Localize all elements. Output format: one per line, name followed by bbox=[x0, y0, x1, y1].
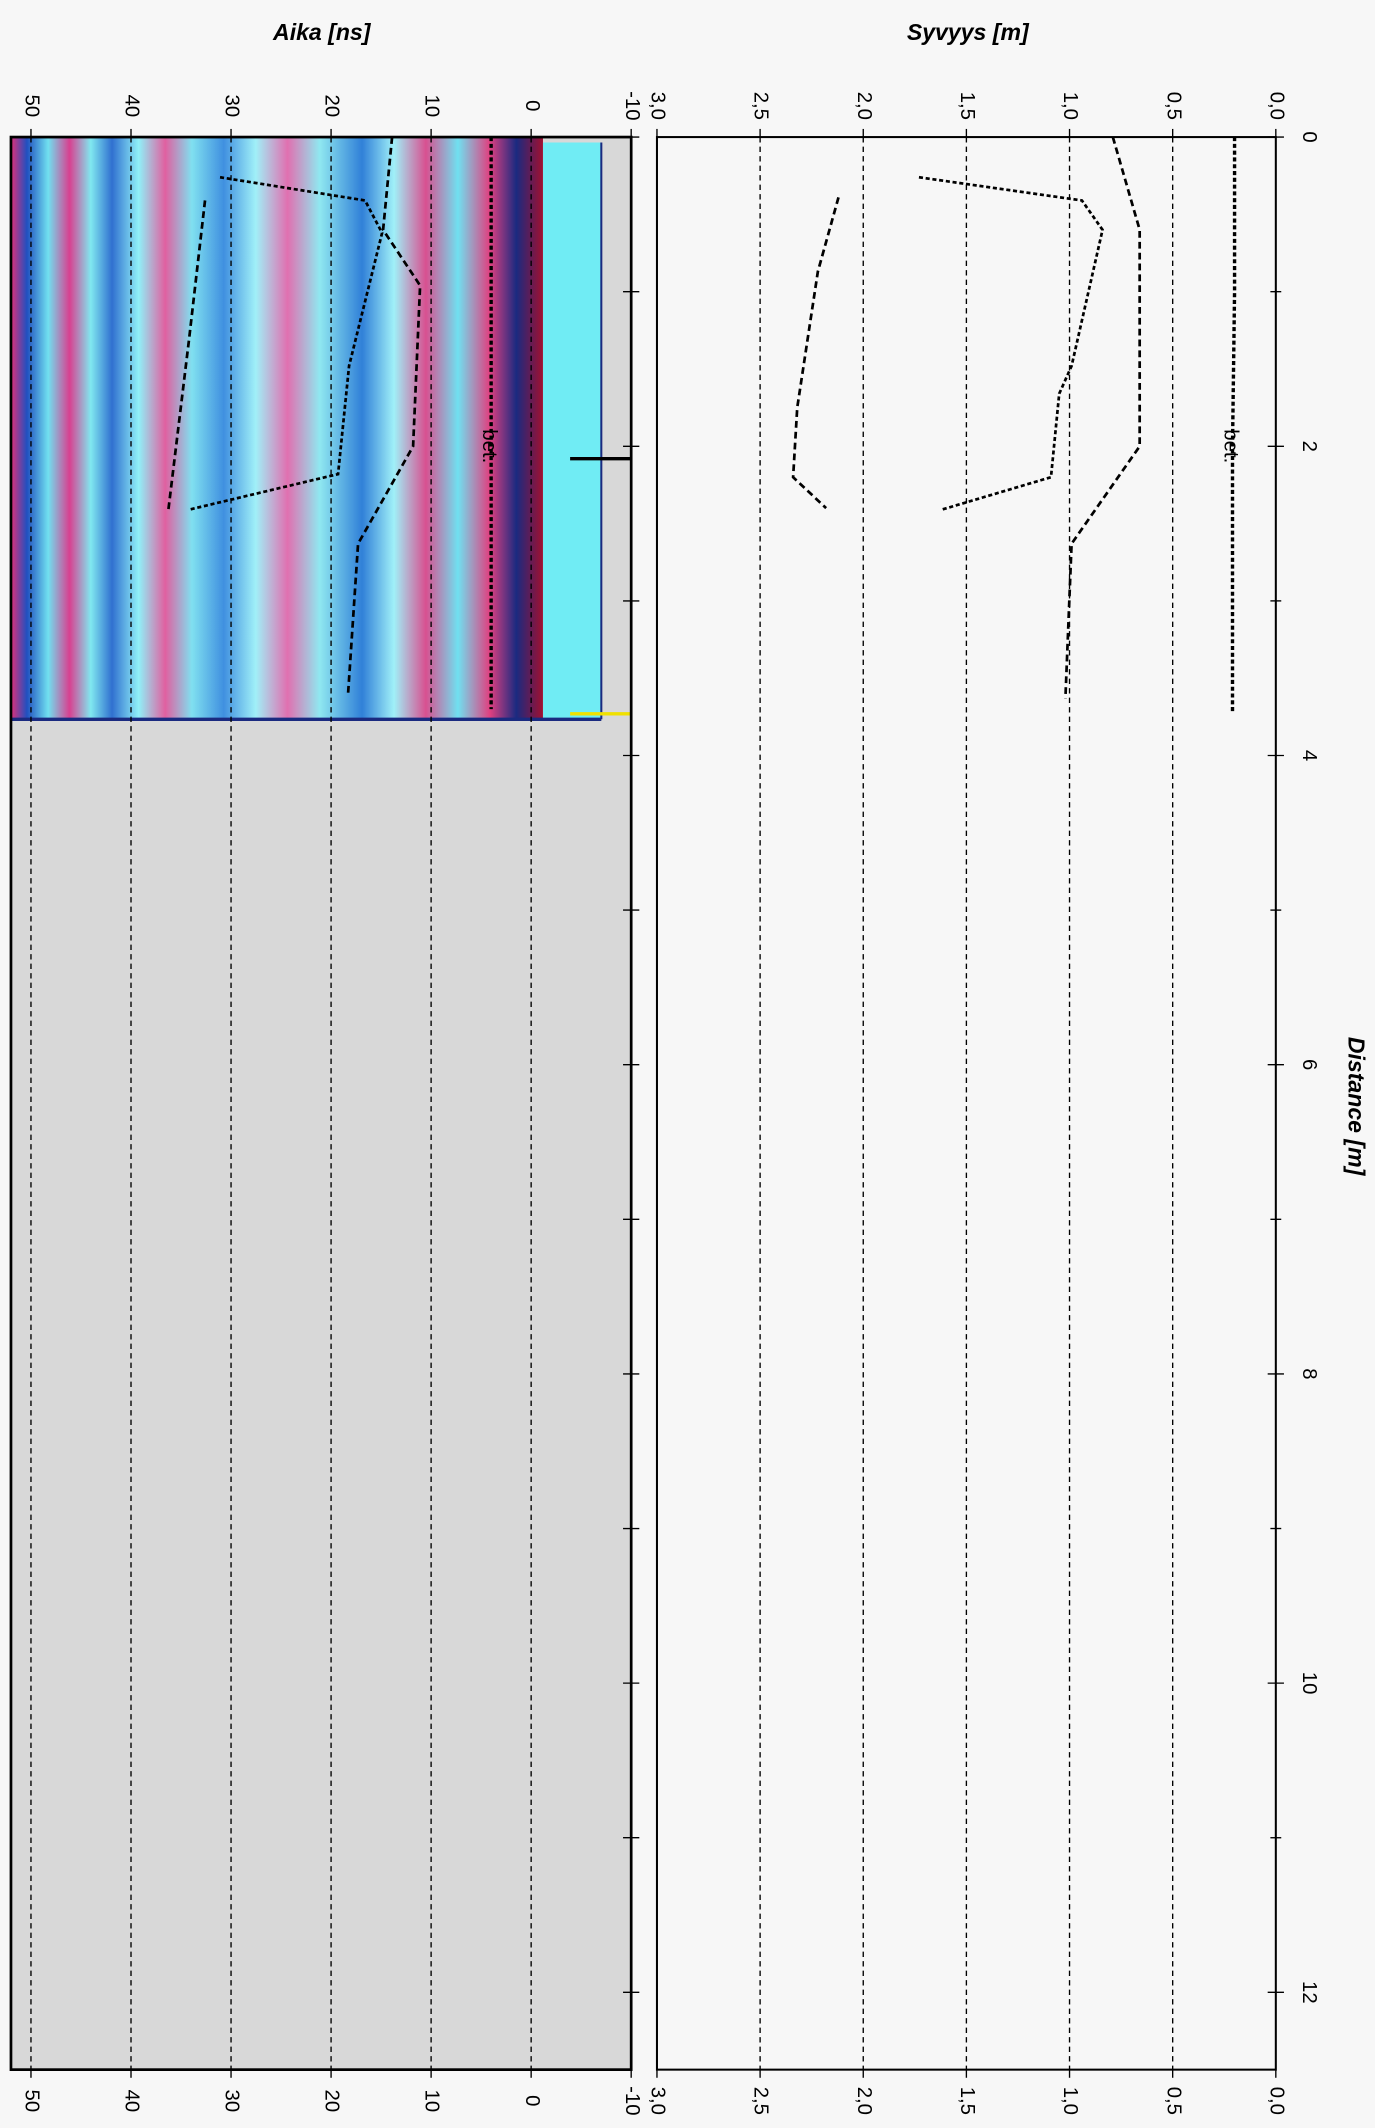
y-tick-label: 1,5 bbox=[956, 2087, 978, 2115]
y-tick-label: 0,5 bbox=[1162, 92, 1184, 120]
y-tick-label: 40 bbox=[121, 95, 143, 118]
axis-title: Distance [m] bbox=[1343, 1037, 1369, 1177]
y-tick-label: 0 bbox=[521, 100, 543, 111]
y-tick-label: 30 bbox=[221, 95, 243, 118]
y-tick-label: 2,0 bbox=[853, 2087, 875, 2115]
y-tick-label: 20 bbox=[321, 95, 343, 118]
y-tick-label: 1,0 bbox=[1059, 92, 1081, 120]
y-tick-label: 1,5 bbox=[956, 92, 978, 120]
y-tick-label: 2,5 bbox=[750, 2087, 772, 2115]
x-tick-label: 12 bbox=[1298, 1981, 1320, 2004]
y-tick-label: 0,0 bbox=[1265, 92, 1287, 120]
layer-line bbox=[791, 197, 840, 510]
y-tick-label: -10 bbox=[621, 2086, 643, 2115]
y-tick-label: 40 bbox=[121, 2090, 143, 2113]
y-tick-label: 3,0 bbox=[647, 92, 669, 120]
y-tick-label: 2,5 bbox=[750, 92, 772, 120]
y-tick-label: 0,5 bbox=[1162, 2087, 1184, 2115]
y-tick-label: 0,0 bbox=[1265, 2087, 1287, 2115]
panel-frame bbox=[9, 135, 633, 2071]
y-tick-label: 50 bbox=[21, 2090, 43, 2113]
y-tick-label: 30 bbox=[221, 2090, 243, 2113]
layer-line bbox=[918, 175, 1104, 511]
axis-title: Aika [ns] bbox=[272, 19, 372, 45]
x-tick-label: 2 bbox=[1298, 441, 1320, 452]
x-tick-label: 10 bbox=[1298, 1672, 1320, 1695]
x-tick-label: 8 bbox=[1298, 1368, 1320, 1379]
x-tick-label: 6 bbox=[1298, 1059, 1320, 1070]
x-tick-label: 0 bbox=[1298, 131, 1320, 142]
radargram bbox=[10, 137, 543, 720]
layer-line bbox=[1230, 137, 1237, 713]
layer-line bbox=[188, 175, 384, 511]
y-tick-label: 1,0 bbox=[1059, 2087, 1081, 2115]
y-tick-label: 10 bbox=[421, 2090, 443, 2113]
layer-line bbox=[166, 200, 207, 513]
axis-title: Syvyys [m] bbox=[907, 19, 1030, 45]
annotation: bet. bbox=[478, 429, 500, 463]
y-tick-label: 0 bbox=[521, 2095, 543, 2106]
y-tick-label: 3,0 bbox=[647, 2087, 669, 2115]
y-tick-label: -10 bbox=[621, 91, 643, 120]
layer-line bbox=[1064, 136, 1142, 699]
y-tick-label: 20 bbox=[321, 2090, 343, 2113]
layer-line bbox=[346, 136, 422, 694]
y-tick-label: 50 bbox=[21, 95, 43, 118]
y-tick-label: 2,0 bbox=[853, 92, 875, 120]
air-region bbox=[542, 142, 602, 720]
y-tick-label: 10 bbox=[421, 95, 443, 118]
annotation: bet. bbox=[1219, 429, 1241, 463]
x-tick-label: 4 bbox=[1298, 750, 1320, 761]
